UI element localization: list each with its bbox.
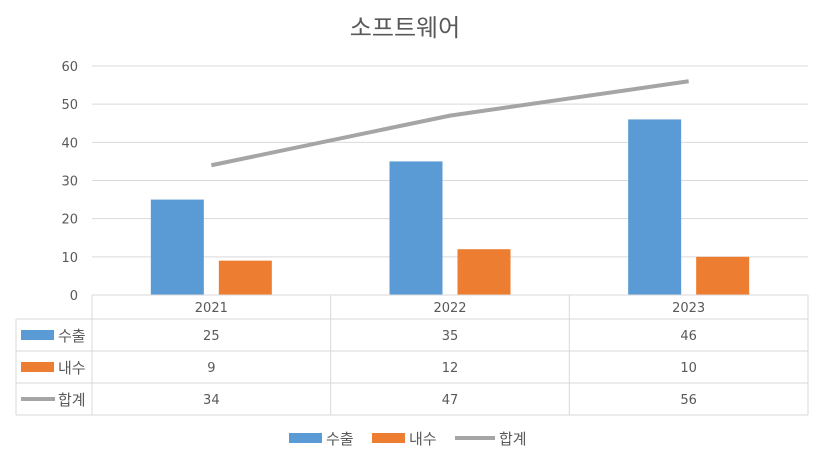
bar <box>150 199 204 295</box>
y-tick-label: 60 <box>61 60 78 75</box>
legend-label: 합계 <box>499 430 527 448</box>
table-series-label: 수출 <box>58 327 86 345</box>
table-value: 12 <box>442 361 459 376</box>
table-value: 56 <box>680 393 697 408</box>
bars <box>150 119 750 295</box>
bar <box>218 260 272 295</box>
gridlines <box>92 65 808 258</box>
legend-key <box>289 433 322 443</box>
category-label: 2021 <box>195 301 228 316</box>
y-tick-label: 10 <box>61 251 78 266</box>
total-line <box>210 79 689 168</box>
category-label: 2023 <box>672 301 705 316</box>
legend: 수출 내수 합계 <box>289 430 527 448</box>
table-value: 10 <box>680 361 697 376</box>
y-tick-label: 20 <box>61 213 78 228</box>
table-series-label: 내수 <box>58 359 86 377</box>
table-legend-key <box>21 362 54 372</box>
table-value: 47 <box>442 393 459 408</box>
legend-label: 수출 <box>326 430 354 448</box>
table-value: 34 <box>203 393 220 408</box>
bar <box>457 249 511 295</box>
series-line <box>210 79 689 168</box>
legend-key <box>372 433 405 443</box>
category-label: 2022 <box>433 301 466 316</box>
legend-label: 내수 <box>409 430 437 448</box>
data-table: 2021 2022 2023 수출 25 35 46 내수 9 12 10 합계 34 47 56 <box>15 294 809 416</box>
y-tick-label: 0 <box>70 289 78 304</box>
y-tick-label: 30 <box>61 175 78 190</box>
bar <box>389 161 443 295</box>
table-legend-key <box>21 330 54 340</box>
table-value: 35 <box>442 329 459 344</box>
y-tick-label: 50 <box>61 98 78 113</box>
y-axis-ticks: 0 10 20 30 40 50 60 <box>61 60 78 304</box>
chart-title: 소프트웨어 <box>350 14 460 42</box>
table-value: 46 <box>680 329 697 344</box>
y-tick-label: 40 <box>61 136 78 151</box>
bar <box>628 119 682 295</box>
table-value: 25 <box>203 329 220 344</box>
table-series-label: 합계 <box>58 391 86 409</box>
table-value: 9 <box>207 361 215 376</box>
bar <box>696 256 750 295</box>
